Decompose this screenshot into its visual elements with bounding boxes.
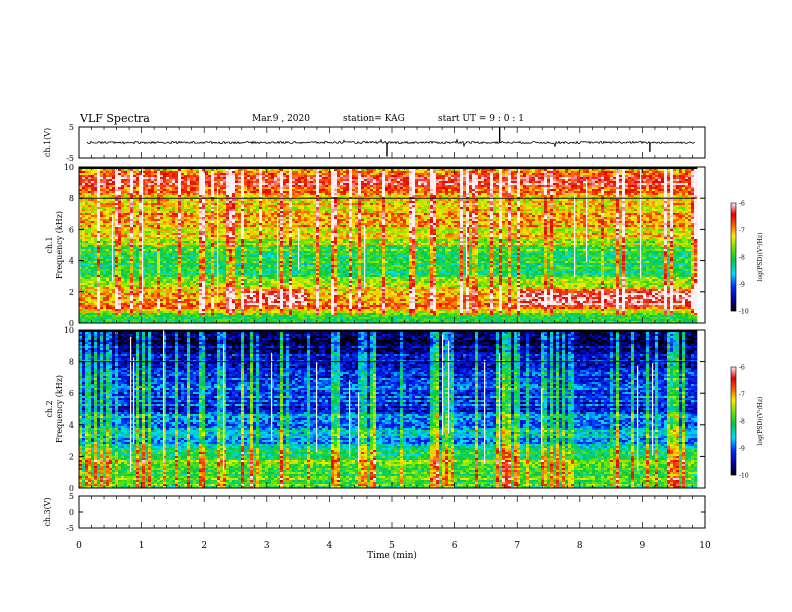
waveform-ytick-label: -5	[66, 154, 74, 163]
time-axis-label: Time (min)	[367, 550, 417, 561]
waveform-ch1-ylabel: ch.1(V)	[43, 128, 52, 157]
spectrogram-ch1-ytick-label: 10	[64, 163, 74, 172]
spectrogram-ch2-ytick-label: 0	[69, 484, 74, 493]
time-tick-label: 1	[139, 541, 145, 551]
spectrogram-ch2-ytick-label: 4	[69, 421, 74, 430]
figure-title: VLF Spectra	[80, 112, 150, 125]
spectrogram-ch1-ylabel: Frequency (kHz)	[55, 211, 64, 279]
colorbar-ch2-label: log(PSD)(V²/Hz)	[757, 397, 764, 446]
time-tick-label: 9	[640, 541, 646, 551]
spectrogram-ch1-ytick-label: 4	[69, 257, 74, 266]
time-tick-label: 8	[577, 541, 583, 551]
colorbar-ch2-tick-label: -6	[739, 365, 745, 372]
date-label: Mar.9 , 2020	[252, 114, 310, 124]
colorbar-ch2-tick-label: -9	[739, 446, 745, 453]
colorbar-ch1-tick-label: -7	[739, 228, 745, 235]
time-tick-label: 0	[76, 541, 82, 551]
spectrogram-ch2-ytick-label: 2	[69, 452, 74, 461]
spectrogram-ch2-ytick-label: 6	[69, 389, 74, 398]
colorbar-ch2-frame	[730, 366, 737, 476]
spectrogram-ch1-ytick-label: 8	[69, 194, 74, 203]
colorbar-ch1-label: log(PSD)(V²/Hz)	[757, 233, 764, 282]
colorbar-ch1	[731, 203, 736, 312]
spectrogram-ch2-ylabel: Frequency (kHz)	[55, 375, 64, 443]
colorbar-ch1-tick-label: -10	[739, 309, 749, 316]
spectrogram-ch2-ytick-label: 8	[69, 358, 74, 367]
colorbar-ch2-tick-label: -10	[739, 473, 749, 480]
waveform-ch1-trace	[86, 138, 695, 148]
spectrogram-ch2-cells	[79, 330, 698, 489]
time-tick-label: 6	[452, 541, 458, 551]
colorbar-ch1-tick-label: -9	[739, 282, 745, 289]
waveform-ytick-label: 5	[69, 492, 74, 501]
station-label: station= KAG	[343, 114, 405, 124]
waveform-ytick-label: 5	[69, 123, 74, 132]
time-tick-label: 4	[327, 541, 333, 551]
time-tick-label: 5	[389, 541, 395, 551]
colorbar-ch1-tick-label: -6	[739, 201, 745, 208]
time-tick-label: 10	[699, 541, 711, 551]
waveform-ch3-ylabel: ch.3(V)	[43, 497, 52, 526]
spectrogram-ch1-cells	[79, 167, 698, 324]
time-tick-label: 7	[514, 541, 520, 551]
time-tick-label: 3	[264, 541, 270, 551]
colorbar-ch2-tick-label: -7	[739, 392, 745, 399]
spectrogram-ch1-ytick-label: 2	[69, 288, 74, 297]
spectrogram-ch2-ytick-label: 10	[64, 326, 74, 335]
start-time-label: start UT = 9 : 0 : 1	[438, 114, 524, 124]
spectrogram-ch1-channel-label: ch.1	[45, 236, 54, 253]
spectrogram-ch2-channel-label: ch.2	[45, 400, 54, 417]
colorbar-ch2-tick-label: -8	[739, 419, 745, 426]
colorbar-ch2	[731, 367, 736, 476]
waveform-ytick-label: 0	[69, 508, 74, 517]
colorbar-ch1-frame	[730, 202, 737, 312]
spectrogram-ch1-ytick-label: 0	[69, 319, 74, 328]
colorbar-ch1-tick-label: -8	[739, 255, 745, 262]
time-tick-label: 2	[201, 541, 207, 551]
spectrogram-ch1-ytick-label: 6	[69, 225, 74, 234]
waveform-ytick-label: -5	[66, 524, 74, 533]
